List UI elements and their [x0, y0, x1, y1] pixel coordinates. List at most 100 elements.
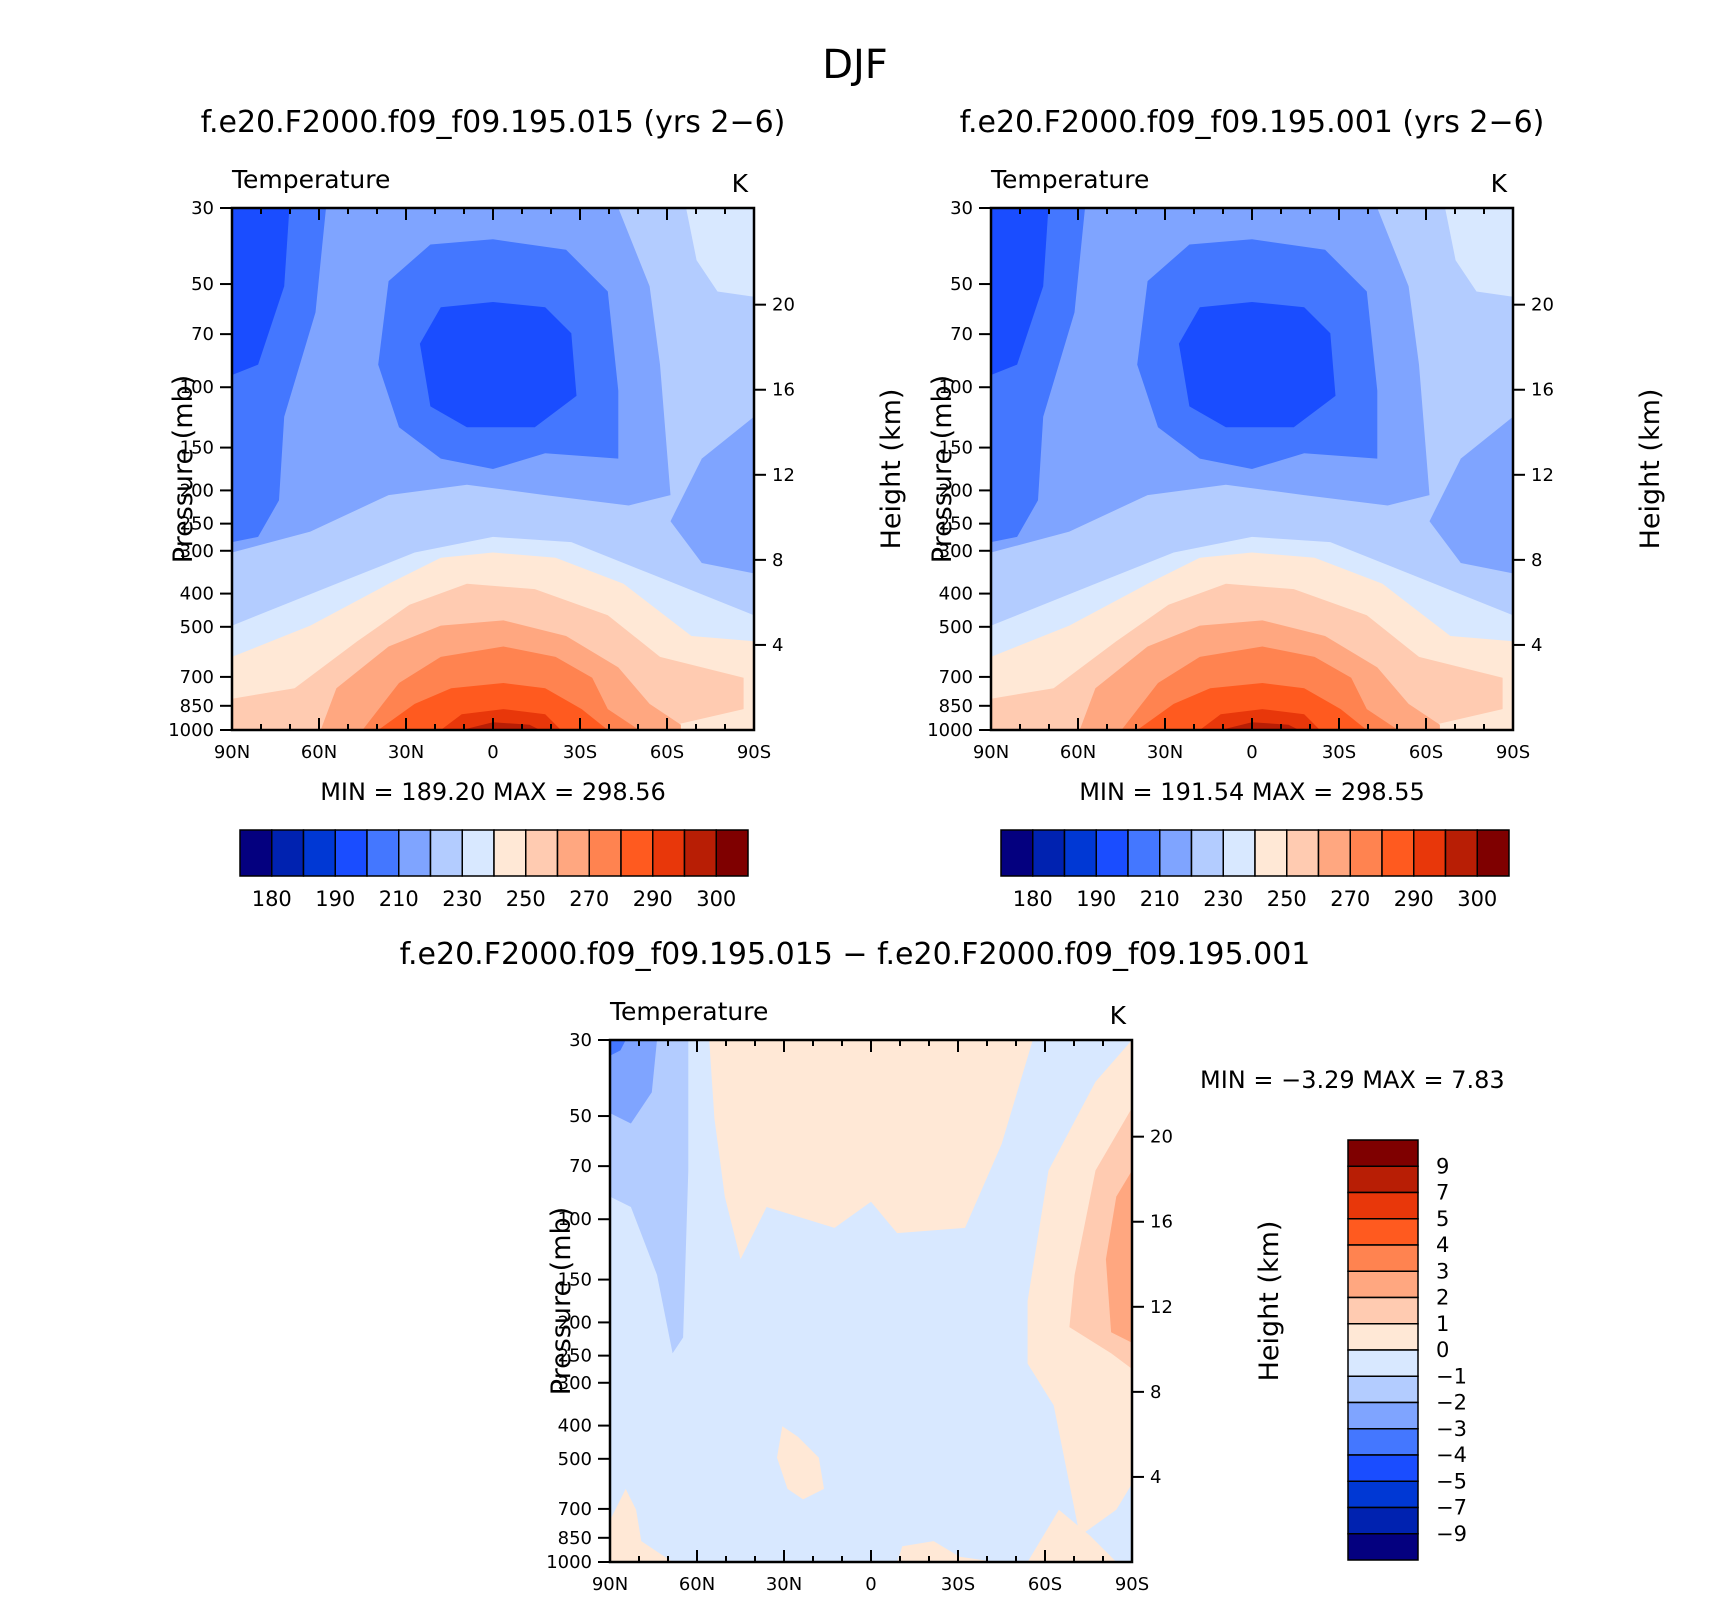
colorbar-swatch — [1347, 1165, 1419, 1194]
panel-units: K — [1491, 169, 1508, 198]
colorbar-swatch — [683, 829, 717, 877]
panel-units: K — [732, 169, 749, 198]
contour-band — [777, 1426, 824, 1500]
y-tick-label: 200 — [558, 1312, 592, 1333]
x-tick-label: 90S — [737, 742, 771, 763]
panel-title: f.e20.F2000.f09_f09.195.015 (yrs 2−6) — [201, 105, 786, 140]
right-axis-title: Height (km) — [1635, 389, 1666, 550]
y-tick-label: 400 — [558, 1416, 592, 1437]
right-tick-label: 4 — [772, 635, 783, 656]
y-tick-label: 30 — [569, 1030, 592, 1051]
colorbar-swatch — [1317, 829, 1351, 877]
contour-band — [897, 1541, 997, 1562]
x-tick-label: 60N — [1060, 742, 1096, 763]
colorbar-swatch — [1347, 1533, 1419, 1561]
contour-band — [440, 709, 561, 730]
x-tick-label: 90S — [1115, 1574, 1149, 1595]
y-tick-label: 70 — [950, 324, 973, 345]
x-tick-label: 0 — [1246, 742, 1257, 763]
plot-axes-3: 90N 60N 30N 0 30S 60S 90S 30 50 70 100 150 200 250 300… — [400, 937, 1311, 1595]
right-axis-title: Height (km) — [876, 389, 907, 550]
colorbar-label: 190 — [315, 887, 355, 911]
y-tick-label: 700 — [180, 667, 214, 688]
y-tick-label: 250 — [939, 514, 973, 535]
y-tick-label: 100 — [180, 377, 214, 398]
colorbar-label: 3 — [1436, 1259, 1449, 1283]
colorbar-swatch — [1347, 1323, 1419, 1351]
right-tick-label: 12 — [772, 465, 795, 486]
colorbar-swatch — [620, 829, 654, 877]
colorbar-swatch — [1444, 829, 1478, 877]
contour-band — [461, 722, 540, 730]
right-tick-label: 8 — [772, 550, 783, 571]
y-tick-label: 50 — [191, 274, 214, 295]
colorbar-swatch — [1413, 829, 1447, 877]
y-tick-label: 400 — [939, 584, 973, 605]
panel-stats: MIN = 191.54 MAX = 298.55 — [1079, 778, 1425, 806]
x-tick-label: 90N — [214, 742, 250, 763]
x-tick-label: 60S — [650, 742, 684, 763]
y-axis-title: Pressure (mb) — [546, 1207, 577, 1395]
y-tick-label: 1000 — [927, 720, 973, 741]
y-tick-label: 850 — [558, 1528, 592, 1549]
x-tick-label: 30S — [563, 742, 597, 763]
y-tick-label: 300 — [939, 541, 973, 562]
right-tick-label: 20 — [1531, 295, 1554, 316]
colorbar-swatch — [715, 829, 749, 877]
contour-band — [610, 1040, 626, 1056]
colorbar-label: 2 — [1436, 1286, 1449, 1310]
right-tick-label: 16 — [772, 380, 795, 401]
contour-band — [1178, 302, 1336, 428]
y-tick-label: 700 — [558, 1499, 592, 1520]
colorbar-label: 300 — [696, 887, 736, 911]
x-tick-label: 30N — [1147, 742, 1183, 763]
colorbar-label: 7 — [1436, 1181, 1449, 1205]
panel-variable: Temperature — [990, 165, 1149, 194]
colorbar-label: −5 — [1436, 1469, 1467, 1493]
right-tick-label: 16 — [1150, 1212, 1173, 1233]
colorbar-label: −9 — [1436, 1522, 1467, 1546]
contour-band — [686, 208, 754, 297]
colorbar-label: 300 — [1457, 887, 1497, 911]
colorbar-swatch — [334, 829, 368, 877]
y-tick-label: 500 — [558, 1449, 592, 1470]
colorbar-label: 1 — [1436, 1312, 1449, 1336]
contour-band — [419, 302, 577, 428]
contour-band — [232, 208, 290, 375]
colorbar-swatch — [1347, 1506, 1419, 1535]
page-title: DJF — [822, 42, 888, 88]
colorbar-swatch — [398, 829, 432, 877]
y-tick-label: 150 — [558, 1270, 592, 1291]
colorbar-swatch — [1254, 829, 1288, 877]
y-axis-title: Pressure (mb) — [168, 375, 199, 563]
x-tick-label: 30N — [388, 742, 424, 763]
colorbar-label: 230 — [1203, 887, 1243, 911]
right-axis-title: Height (km) — [1254, 1221, 1285, 1382]
right-tick-label: 4 — [1150, 1467, 1161, 1488]
plot-axes-1: 90N 60N 30N 0 30S 60S 90S 30 50 70 100 150 200 250 300… — [168, 105, 907, 763]
x-tick-label: 60N — [301, 742, 337, 763]
colorbar-swatch — [461, 829, 495, 877]
y-tick-label: 1000 — [168, 720, 214, 741]
colorbar-swatch — [1347, 1401, 1419, 1430]
y-tick-label: 100 — [939, 377, 973, 398]
colorbar-label: 180 — [252, 887, 292, 911]
contour-band — [670, 416, 754, 574]
right-tick-label: 12 — [1531, 465, 1554, 486]
colorbar-label: 180 — [1013, 887, 1053, 911]
colorbar-swatch — [1347, 1454, 1419, 1482]
colorbar-label: 4 — [1436, 1233, 1449, 1257]
contour-band — [1137, 683, 1367, 730]
x-tick-label: 30S — [941, 1574, 975, 1595]
colorbar-2: 180 190 210 230 250 270 290 300 — [1000, 829, 1510, 911]
colorbar-swatch — [1347, 1270, 1419, 1299]
colorbar-swatch — [1347, 1244, 1419, 1272]
panel-variable: Temperature — [231, 165, 390, 194]
y-tick-label: 850 — [180, 696, 214, 717]
y-axis-title: Pressure (mb) — [927, 375, 958, 563]
colorbar-swatch — [1381, 829, 1415, 877]
y-tick-label: 250 — [558, 1346, 592, 1367]
colorbar-label: 210 — [1140, 887, 1180, 911]
colorbar-swatch — [1347, 1428, 1419, 1456]
